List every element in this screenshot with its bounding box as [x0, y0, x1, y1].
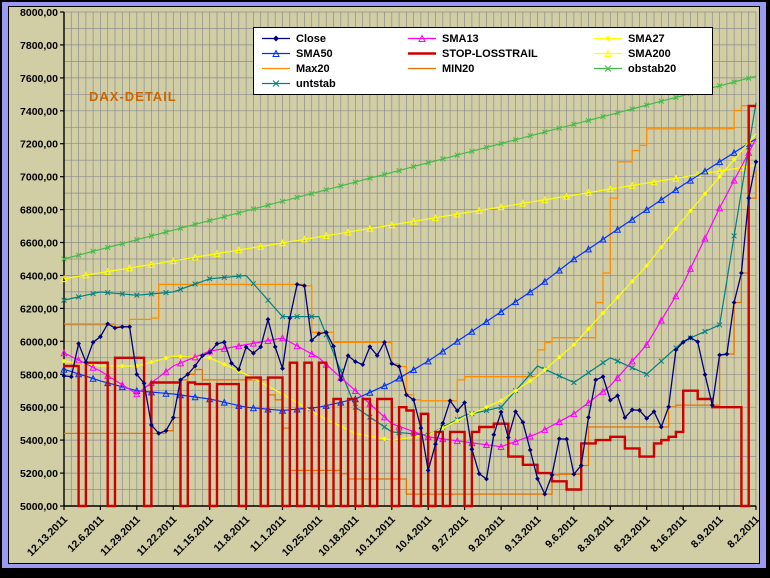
svg-text:9.27.2011: 9.27.2011 — [430, 514, 471, 555]
chart-inner-title: DAX-DETAIL — [89, 89, 177, 104]
svg-text:8.23.2011: 8.23.2011 — [612, 514, 653, 555]
legend-label-untstab: untstab — [296, 77, 336, 90]
svg-text:6000,00: 6000,00 — [20, 336, 58, 348]
legend-label-sma200: SMA200 — [628, 47, 671, 60]
series-min20 — [64, 170, 757, 495]
legend-swatch-sma13 — [408, 34, 436, 42]
legend-swatch-max20 — [262, 67, 290, 70]
legend-label-obstab20: obstab20 — [628, 62, 677, 75]
legend-item-min20[interactable]: MIN20 — [406, 61, 592, 76]
legend-swatch-sma200 — [594, 49, 622, 57]
series-close — [61, 159, 759, 497]
svg-text:7400,00: 7400,00 — [20, 106, 58, 118]
svg-text:7200,00: 7200,00 — [20, 139, 58, 151]
legend-item-obstab20[interactable]: obstab20 — [592, 61, 696, 76]
svg-text:5200,00: 5200,00 — [20, 468, 58, 480]
svg-text:6600,00: 6600,00 — [20, 238, 58, 250]
legend-label-sma27: SMA27 — [628, 32, 665, 45]
y-axis-labels: 5000,00 5200,00 5400,00 5600,00 5800,00 6000,… — [20, 7, 64, 513]
series-obstab20 — [61, 75, 757, 262]
legend-swatch-sma50 — [262, 49, 290, 57]
legend-item-stop-losstrail[interactable]: STOP-LOSSTRAIL — [406, 46, 592, 61]
legend-item-untstab[interactable]: untstab — [260, 76, 406, 91]
svg-text:8.9.2011: 8.9.2011 — [689, 514, 726, 551]
excel-chart[interactable]: 5000,00 5200,00 5400,00 5600,00 5800,00 6000,… — [8, 6, 762, 564]
legend-label-close: Close — [296, 32, 326, 45]
svg-text:8000,00: 8000,00 — [20, 7, 58, 19]
svg-text:11.8.2011: 11.8.2011 — [212, 514, 253, 555]
svg-text:9.20.2011: 9.20.2011 — [466, 514, 507, 555]
svg-text:8.2.2011: 8.2.2011 — [725, 514, 762, 551]
legend-item-sma13[interactable]: SMA13 — [406, 31, 592, 46]
legend-label-sma13: SMA13 — [442, 32, 479, 45]
legend-swatch-untstab — [262, 80, 290, 87]
svg-text:8.16.2011: 8.16.2011 — [648, 514, 689, 555]
legend-swatch-min20 — [408, 67, 436, 70]
window-background: 5000,00 5200,00 5400,00 5600,00 5800,00 6000,… — [2, 2, 766, 568]
svg-text:5400,00: 5400,00 — [20, 435, 58, 447]
svg-text:10.4.2011: 10.4.2011 — [393, 514, 434, 555]
legend-label-max20: Max20 — [296, 62, 330, 75]
legend-swatch-close — [262, 35, 290, 42]
legend-label-stop-losstrail: STOP-LOSSTRAIL — [442, 47, 538, 60]
legend-swatch-stop-losstrail — [408, 52, 436, 55]
svg-text:9.6.2011: 9.6.2011 — [543, 514, 580, 551]
legend-item-sma50[interactable]: SMA50 — [260, 46, 406, 61]
svg-text:12.13.2011: 12.13.2011 — [25, 514, 70, 559]
svg-text:5800,00: 5800,00 — [20, 369, 58, 381]
svg-text:10.11.2011: 10.11.2011 — [353, 514, 398, 559]
svg-text:7800,00: 7800,00 — [20, 40, 58, 52]
svg-text:7600,00: 7600,00 — [20, 73, 58, 85]
svg-text:7000,00: 7000,00 — [20, 172, 58, 184]
svg-text:6800,00: 6800,00 — [20, 205, 58, 217]
svg-text:11.15.2011: 11.15.2011 — [171, 514, 216, 559]
legend-item-close[interactable]: Close — [260, 31, 406, 46]
x-axis-labels: 12.13.201112.6.201111.29.201111.22.20111… — [25, 506, 762, 559]
chart-legend[interactable]: Close SMA13 SMA27 SMA50 STOP-LOSSTRAIL SMA200… — [253, 27, 713, 95]
legend-swatch-obstab20 — [594, 65, 622, 72]
legend-item-sma27[interactable]: SMA27 — [592, 31, 696, 46]
svg-text:6400,00: 6400,00 — [20, 271, 58, 283]
svg-text:8.30.2011: 8.30.2011 — [575, 514, 616, 555]
legend-item-max20[interactable]: Max20 — [260, 61, 406, 76]
legend-label-min20: MIN20 — [442, 62, 475, 75]
series-sma27 — [61, 133, 757, 442]
svg-text:5600,00: 5600,00 — [20, 402, 58, 414]
legend-label-sma50: SMA50 — [296, 47, 333, 60]
legend-swatch-sma27 — [594, 35, 622, 42]
series-stop-losstrail — [64, 104, 756, 508]
svg-text:9.13.2011: 9.13.2011 — [503, 514, 544, 555]
series-max20 — [64, 105, 757, 402]
svg-text:5000,00: 5000,00 — [20, 501, 58, 513]
svg-text:6200,00: 6200,00 — [20, 303, 58, 315]
legend-item-sma200[interactable]: SMA200 — [592, 46, 696, 61]
